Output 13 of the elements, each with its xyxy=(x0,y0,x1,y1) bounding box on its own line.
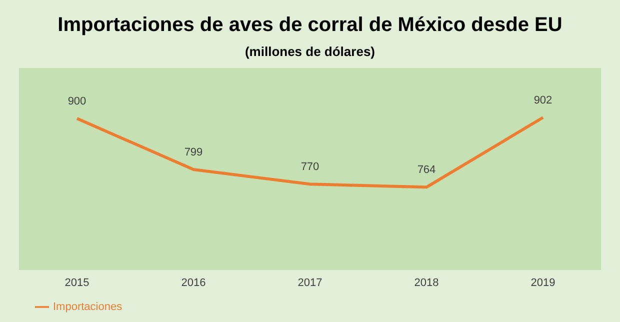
data-label: 799 xyxy=(184,146,203,159)
chart-title: Importaciones de aves de corral de México desde EU xyxy=(56,14,564,37)
x-tick-label: 2016 xyxy=(181,276,206,289)
x-tick-label: 2015 xyxy=(64,276,90,289)
data-label: 900 xyxy=(68,96,86,108)
data-label: 764 xyxy=(417,164,436,176)
x-tick-label: 2019 xyxy=(530,276,556,289)
x-tick-label: 2018 xyxy=(414,276,439,289)
x-tick-label: 2017 xyxy=(298,276,322,289)
chart-subtitle: (millones de dólares) xyxy=(244,44,376,59)
data-label: 770 xyxy=(300,161,320,174)
data-label: 902 xyxy=(534,94,552,106)
legend-label: Importaciones xyxy=(53,300,122,313)
